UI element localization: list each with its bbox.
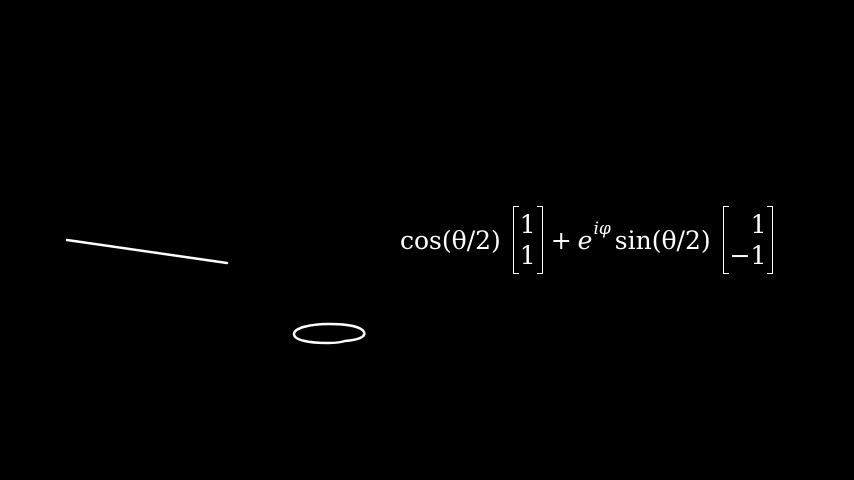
state-formula: cos (θ/2) 1 1 + e iφ sin (θ/2) 1 −1 bbox=[400, 200, 775, 280]
column-vector-1: 1 1 bbox=[512, 204, 543, 276]
vector-2-entry-2: −1 bbox=[729, 241, 767, 270]
column-vector-2: 1 −1 bbox=[722, 204, 774, 276]
vector-2-entry-1: 1 bbox=[750, 210, 767, 239]
theta-half-argument-1: (θ/2) bbox=[441, 225, 501, 255]
theta-half-argument-2: (θ/2) bbox=[651, 225, 711, 255]
exponent-i-phi: iφ bbox=[593, 218, 611, 239]
euler-e: e bbox=[577, 225, 593, 255]
spiral-ellipse bbox=[292, 322, 366, 345]
sin-function: sin bbox=[614, 225, 652, 255]
vector-1-entry-1: 1 bbox=[519, 210, 536, 239]
cos-function: cos bbox=[400, 225, 442, 255]
vector-1-entry-2: 1 bbox=[519, 241, 536, 270]
tilted-line bbox=[65, 238, 229, 265]
plus-sign: + bbox=[550, 225, 572, 255]
